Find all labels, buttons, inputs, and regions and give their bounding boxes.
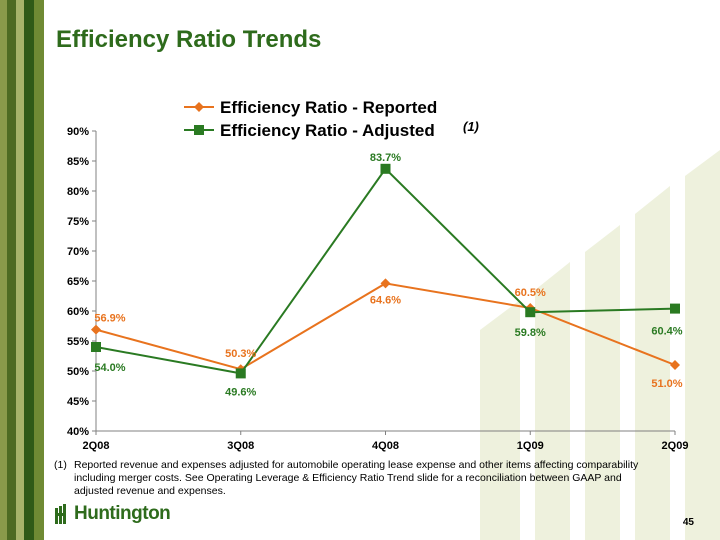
logo-text: Huntington (74, 503, 171, 524)
legend-marker (194, 102, 204, 112)
efficiency-ratio-reported-data-label: 64.6% (370, 294, 401, 306)
efficiency-ratio-adjusted-point (91, 342, 101, 352)
y-tick-label: 85% (67, 156, 89, 168)
efficiency-ratio-adjusted-data-label: 59.8% (515, 327, 546, 339)
y-tick-label: 90% (67, 126, 89, 138)
page-number: 45 (682, 517, 694, 528)
legend-marker (194, 125, 204, 135)
efficiency-ratio-adjusted-point (235, 368, 246, 379)
y-tick-label: 70% (67, 246, 89, 258)
efficiency-ratio-reported-point (670, 360, 680, 370)
y-tick-label: 75% (67, 216, 89, 228)
efficiency-ratio-adjusted-point (670, 303, 680, 314)
efficiency-ratio-adjusted-point (525, 307, 536, 318)
efficiency-ratio-chart: 40% 45% 50% 55% 60% 65% 70% 75% 80% 85% 90% 2Q08 3Q0… (67, 98, 689, 452)
efficiency-ratio-reported-data-label: 50.3% (225, 348, 256, 360)
y-tick-label: 40% (67, 426, 89, 438)
efficiency-ratio-adjusted-data-label: 83.7% (370, 152, 401, 164)
efficiency-ratio-reported-point (91, 324, 101, 335)
legend-label: Efficiency Ratio - Adjusted (220, 121, 435, 140)
efficiency-ratio-adjusted-data-label: 54.0% (94, 362, 125, 374)
efficiency-ratio-reported-data-label: 56.9% (94, 313, 125, 325)
efficiency-ratio-reported-data-label: 60.5% (515, 287, 546, 299)
y-tick-label: 80% (67, 186, 89, 198)
efficiency-ratio-reported-data-label: 51.0% (651, 378, 682, 390)
page-title: Efficiency Ratio Trends (56, 26, 322, 53)
x-tick-label: 3Q08 (227, 440, 254, 452)
efficiency-ratio-reported-point (380, 278, 391, 289)
x-tick-label: 2Q08 (83, 440, 110, 452)
x-tick-label: 1Q09 (517, 440, 544, 452)
y-tick-label: 65% (67, 276, 89, 288)
y-tick-label: 45% (67, 396, 89, 408)
footnote: (1) Reported revenue and expenses adjust… (54, 459, 664, 498)
efficiency-ratio-adjusted-line (95, 167, 676, 375)
legend-footnote-marker: (1) (463, 119, 479, 134)
x-tick-label: 4Q08 (372, 440, 399, 452)
huntington-logo: Huntington (55, 503, 171, 525)
efficiency-ratio-adjusted-data-label: 60.4% (651, 326, 682, 338)
footnote-text: Reported revenue and expenses adjusted f… (74, 459, 639, 497)
efficiency-ratio-adjusted-point (380, 163, 391, 174)
x-tick-label: 2Q09 (662, 440, 689, 452)
y-tick-label: 60% (67, 306, 89, 318)
footnote-marker: (1) (54, 459, 67, 471)
logo-mark-icon (55, 504, 66, 524)
y-tick-label: 55% (67, 336, 89, 348)
left-stripe-band (0, 0, 44, 540)
legend-label: Efficiency Ratio - Reported (220, 98, 437, 117)
y-tick-label: 50% (67, 366, 89, 378)
background-watermark (480, 150, 720, 540)
efficiency-ratio-adjusted-data-label: 49.6% (225, 386, 256, 398)
